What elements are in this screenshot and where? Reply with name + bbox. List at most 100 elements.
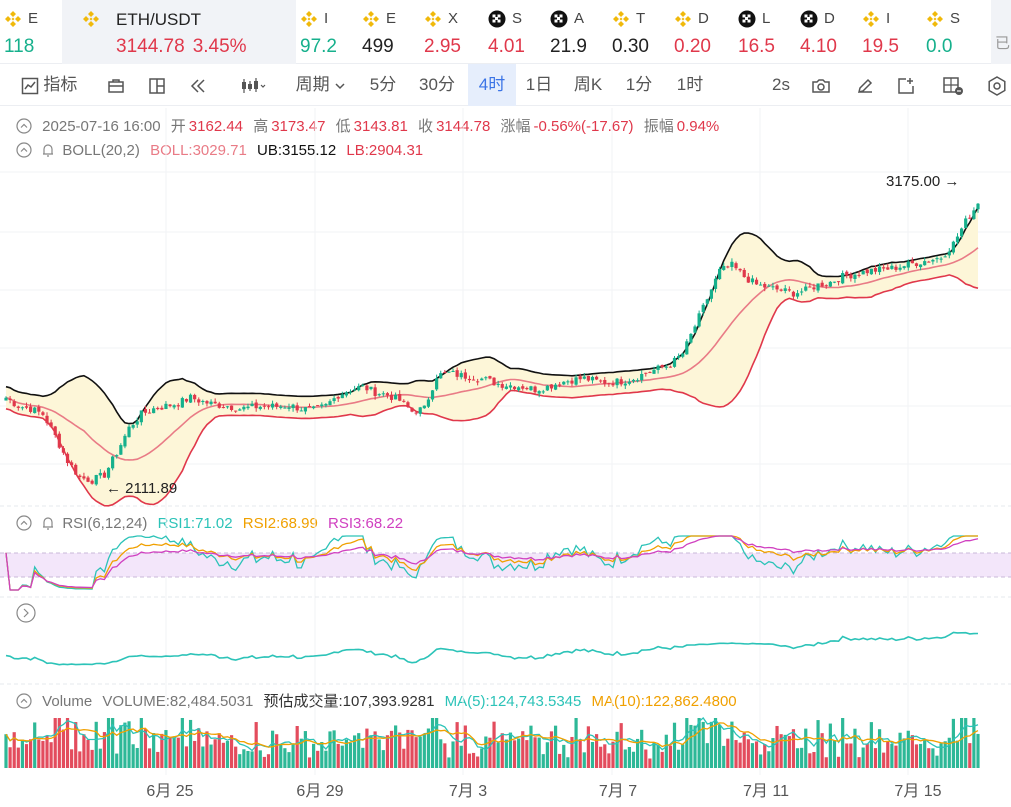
chevron-up-circle-icon[interactable] [16,515,32,531]
candle-body [939,258,943,260]
interval-tab-5[interactable]: 1分 [625,75,653,94]
candle-89 [369,386,373,391]
interval-tab-0[interactable]: 5分 [369,75,397,94]
ticker-9[interactable]: L 16.5 [738,0,788,64]
volume-bar [927,748,931,768]
volume-bar [152,733,156,768]
volume-bar [697,718,701,768]
candle-body [316,405,320,407]
volume-bar [398,732,402,768]
more-tab[interactable]: 已 [991,0,1011,64]
ticker-12[interactable]: S 0.0 [926,0,976,64]
period-dropdown[interactable]: 周期 [288,64,354,106]
volume-bar [816,720,820,768]
ticker-3[interactable]: E 499 [362,0,412,64]
volume-bar [447,757,451,768]
ticker-6[interactable]: A 21.9 [550,0,600,64]
volume-bar [947,737,951,768]
interval-tab-2[interactable]: 4时 [468,64,516,106]
candle-215 [886,263,890,270]
candle-92 [381,391,385,397]
ticker-1[interactable]: ETH/USDT 3144.78 3.45% [62,0,296,64]
rsi1-line [5,535,978,591]
estimated-volume: 预估成交量:107,393.9281 [263,693,435,710]
candle-94 [389,391,394,403]
candle-body [947,251,951,256]
candle-198 [816,283,820,293]
candle-body [250,403,254,407]
ticker-4[interactable]: X 2.95 [424,0,474,64]
bell-icon[interactable] [40,515,56,531]
chevron-up-circle-icon[interactable] [16,142,32,158]
ticker-10[interactable]: D 4.10 [800,0,850,64]
ticker-0[interactable]: E 118 [4,0,48,64]
candle-119 [492,377,496,386]
boll-band-fill [6,207,978,506]
refresh-interval-button[interactable]: 2s [772,75,790,94]
add-window-icon-button[interactable] [891,64,921,106]
draw-icon-button[interactable] [850,64,880,106]
volume-bar [476,756,480,768]
volume-bar [414,737,418,768]
candle-230 [947,248,951,259]
volume-bar [402,748,406,768]
gear-icon-button[interactable] [984,64,1010,106]
candle-body [894,266,898,270]
volume-bar [123,722,127,768]
candle-30 [127,424,131,438]
candle-body [258,406,262,409]
min-price-label: ← 2111.89 [106,480,177,497]
interval-tab-1[interactable]: 30分 [419,75,455,94]
briefcase-icon-button[interactable] [102,64,130,106]
candle-body [697,313,701,327]
volume-bar [935,755,939,768]
volume-bar [61,729,66,768]
candle-body [619,379,623,385]
candle-147 [607,382,611,387]
candle-body [886,267,890,270]
max-price-label: 3175.00 → [886,173,959,190]
layout-icon-button[interactable] [143,64,171,106]
candle-body [586,375,590,381]
chart-type-button[interactable] [228,64,278,106]
candle-body [61,448,66,453]
ticker-8[interactable]: D 0.20 [674,0,724,64]
ticker-2[interactable]: I 97.2 [300,0,350,64]
candle-125 [517,386,521,392]
volume-bar [750,743,755,768]
volume-bar [767,751,771,768]
candle-body [221,407,225,409]
candle-body [910,260,914,264]
candle-9 [41,410,45,417]
ticker-price: 0.0 [926,36,953,57]
settings-layout-icon-button[interactable] [938,64,968,106]
rewind-icon-button[interactable] [184,64,212,106]
okx-logo-icon [800,10,818,28]
interval-tab-3[interactable]: 1日 [525,75,553,94]
ticker-11[interactable]: I 19.5 [862,0,912,64]
ticker-5[interactable]: S 4.01 [488,0,538,64]
volume-bar [558,753,562,768]
rsi3-value: RSI3:68.22 [328,515,404,532]
chevron-right-circle-icon[interactable] [16,603,36,623]
candle-53 [221,404,225,409]
ticker-7[interactable]: T 0.30 [612,0,662,64]
candle-21 [90,479,94,485]
chevron-up-circle-icon[interactable] [16,118,32,134]
camera-icon-button[interactable] [806,64,836,106]
candle-body [783,288,787,291]
candle-body [262,405,266,407]
bell-icon[interactable] [40,142,56,158]
chevron-up-circle-icon[interactable] [16,693,32,709]
candle-19 [82,472,86,481]
interval-tab-4[interactable]: 周K [573,75,603,94]
candle-150 [619,376,623,387]
indicator-button[interactable]: 指标 [12,64,86,106]
boll-band [5,206,979,507]
ticker-price: 4.01 [488,36,525,57]
candle-123 [508,382,513,391]
candle-118 [488,375,492,380]
candle-body [402,400,406,402]
interval-tab-6[interactable]: 1时 [676,75,704,94]
volume-bar [742,732,746,768]
